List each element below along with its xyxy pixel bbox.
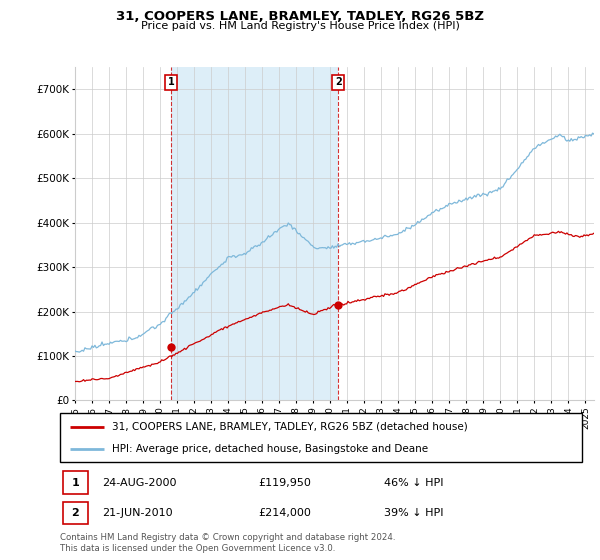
Text: 1: 1: [167, 77, 175, 87]
FancyBboxPatch shape: [60, 413, 582, 462]
Text: £214,000: £214,000: [259, 508, 311, 518]
Text: 46% ↓ HPI: 46% ↓ HPI: [383, 478, 443, 488]
Text: HPI: Average price, detached house, Basingstoke and Deane: HPI: Average price, detached house, Basi…: [112, 444, 428, 454]
Text: 31, COOPERS LANE, BRAMLEY, TADLEY, RG26 5BZ (detached house): 31, COOPERS LANE, BRAMLEY, TADLEY, RG26 …: [112, 422, 468, 432]
Text: 39% ↓ HPI: 39% ↓ HPI: [383, 508, 443, 518]
Text: Contains HM Land Registry data © Crown copyright and database right 2024.
This d: Contains HM Land Registry data © Crown c…: [60, 533, 395, 553]
Text: Price paid vs. HM Land Registry's House Price Index (HPI): Price paid vs. HM Land Registry's House …: [140, 21, 460, 31]
Text: 2: 2: [71, 508, 79, 518]
Text: 1: 1: [71, 478, 79, 488]
Bar: [171, 67, 338, 400]
FancyBboxPatch shape: [62, 502, 88, 524]
Text: 24-AUG-2000: 24-AUG-2000: [102, 478, 176, 488]
Text: £119,950: £119,950: [259, 478, 311, 488]
Text: 21-JUN-2010: 21-JUN-2010: [102, 508, 172, 518]
FancyBboxPatch shape: [62, 472, 88, 494]
Text: 2: 2: [335, 77, 341, 87]
Text: 31, COOPERS LANE, BRAMLEY, TADLEY, RG26 5BZ: 31, COOPERS LANE, BRAMLEY, TADLEY, RG26 …: [116, 10, 484, 23]
